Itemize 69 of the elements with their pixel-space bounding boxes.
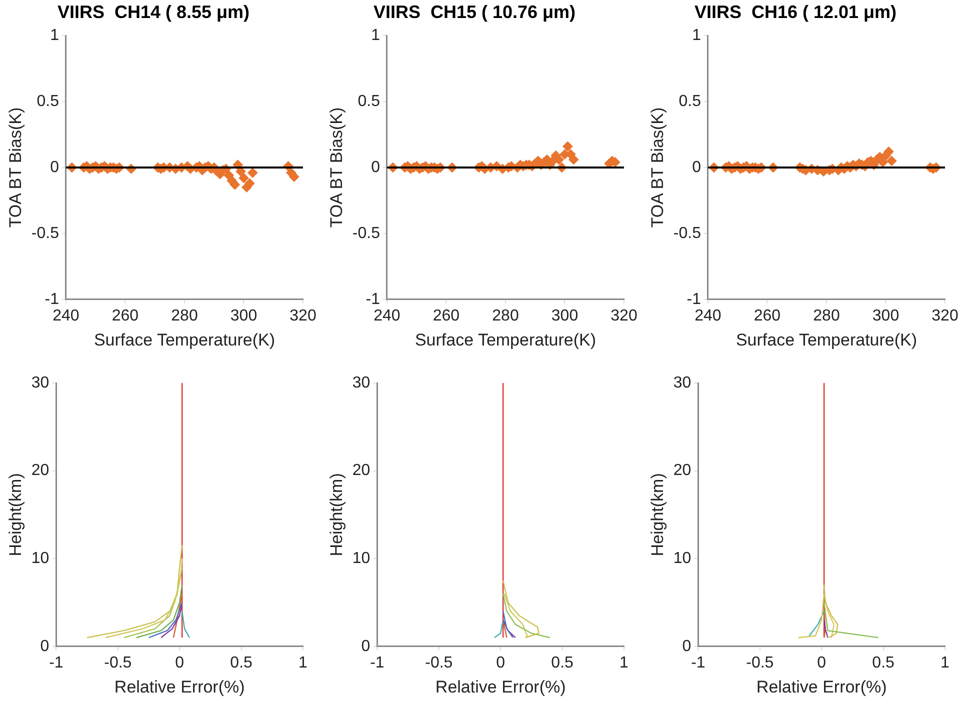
y-tick-label: 20 (352, 462, 370, 480)
y-axis-title: TOA BT Bias(K) (648, 107, 667, 228)
y-tick-label: 20 (673, 462, 692, 480)
x-tick-label: 240 (374, 307, 400, 324)
x-tick-label: 260 (112, 307, 139, 324)
y-tick-label: 0 (40, 638, 50, 655)
x-tick-label: 0.5 (872, 654, 895, 672)
x-axis-title: Relative Error(%) (435, 677, 566, 696)
x-tick-label: 260 (432, 307, 460, 324)
y-tick-label: 0 (361, 638, 370, 655)
y-tick-label: 0 (682, 638, 692, 655)
x-tick-label: 240 (52, 307, 80, 324)
y-tick-label: 0.5 (36, 92, 60, 110)
y-tick-label: 0 (371, 158, 380, 176)
y-tick-label: -0.5 (352, 224, 380, 242)
y-tick-label: -1 (44, 290, 60, 308)
x-tick-label: 280 (813, 307, 840, 324)
x-tick-label: 300 (230, 307, 258, 324)
x-tick-label: 300 (551, 307, 578, 324)
y-tick-label: 1 (371, 27, 380, 44)
y-tick-label: 0 (692, 158, 702, 176)
y-tick-label: 0 (50, 158, 60, 176)
y-tick-label: 30 (352, 374, 370, 392)
y-tick-label: 30 (673, 374, 692, 392)
x-tick-label: -0.5 (104, 654, 132, 672)
y-axis-title: TOA BT Bias(K) (326, 107, 346, 228)
y-axis-title: Height(km) (648, 473, 667, 556)
x-tick-label: 240 (694, 307, 722, 324)
y-tick-label: -1 (366, 290, 380, 308)
x-tick-label: 260 (754, 307, 781, 324)
y-axis-title: Height(km) (326, 473, 346, 556)
x-tick-label: 0.5 (230, 654, 253, 672)
x-axis-title: Surface Temperature(K) (94, 330, 276, 350)
x-tick-label: 280 (492, 307, 519, 324)
x-tick-label: 0.5 (551, 654, 574, 672)
x-axis-title: Surface Temperature(K) (736, 330, 918, 350)
x-tick-label: 280 (171, 307, 198, 324)
y-tick-label: 10 (31, 550, 50, 568)
chart-title: VIIRS CH14 ( 8.55 μm) (57, 2, 250, 22)
y-tick-label: 10 (352, 550, 370, 568)
y-tick-label: -1 (686, 290, 702, 308)
chart-title: VIIRS CH15 ( 10.76 μm) (373, 2, 576, 22)
y-tick-label: 0.5 (358, 92, 380, 110)
x-tick-label: 300 (872, 307, 900, 324)
x-tick-label: -0.5 (746, 654, 774, 672)
y-tick-label: 1 (692, 27, 702, 44)
x-tick-label: -0.5 (425, 654, 453, 672)
x-axis-title: Relative Error(%) (114, 677, 245, 696)
x-tick-label: 1 (298, 654, 308, 672)
x-tick-label: 0 (496, 654, 506, 672)
x-tick-label: 1 (940, 654, 950, 672)
y-tick-label: 10 (673, 550, 692, 568)
y-tick-label: 1 (50, 27, 60, 44)
y-tick-label: 30 (31, 374, 50, 392)
y-tick-label: -0.5 (31, 224, 60, 242)
y-axis-title: TOA BT Bias(K) (6, 107, 25, 228)
x-tick-label: 320 (290, 307, 316, 324)
y-tick-label: -0.5 (673, 224, 702, 242)
chart-title: VIIRS CH16 ( 12.01 μm) (694, 2, 897, 22)
y-axis-title: Height(km) (6, 473, 25, 556)
x-tick-label: 1 (620, 654, 629, 672)
y-tick-label: 0.5 (678, 92, 702, 110)
x-tick-label: 0 (175, 654, 184, 672)
x-tick-label: 320 (610, 307, 638, 324)
x-axis-title: Surface Temperature(K) (414, 330, 596, 350)
x-axis-title: Relative Error(%) (756, 677, 887, 696)
y-tick-label: 20 (31, 462, 50, 480)
x-tick-label: 320 (932, 307, 958, 324)
x-tick-label: 0 (817, 654, 826, 672)
